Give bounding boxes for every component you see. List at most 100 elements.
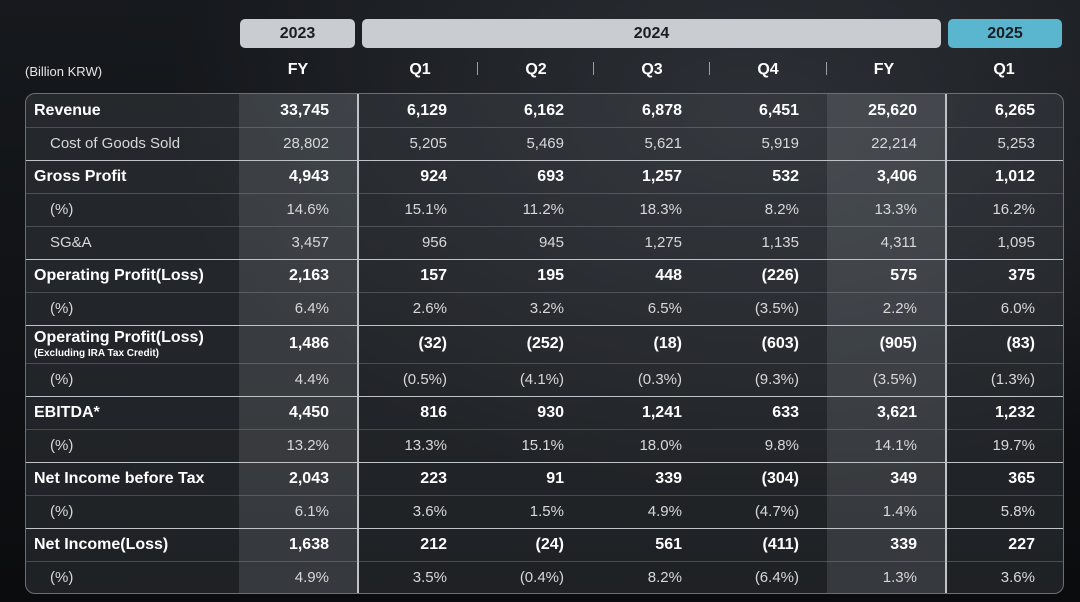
table-cell: (304) <box>761 469 799 487</box>
divider-2024-2025 <box>945 94 947 593</box>
row-label-text: (%) <box>50 300 74 317</box>
table-cell: 1,257 <box>641 167 682 185</box>
table-cell: 1,241 <box>641 403 682 421</box>
table-cell: 18.3% <box>639 201 682 218</box>
table-cell: 2,043 <box>288 469 329 487</box>
table-cell: 3,406 <box>876 167 917 185</box>
row-label-text: EBITDA* <box>34 403 100 421</box>
table-cell: 1,095 <box>997 234 1035 251</box>
table-cell: 9.8% <box>764 437 799 454</box>
row-divider <box>26 226 1063 227</box>
table-cell: 1,638 <box>288 535 329 553</box>
table-cell: (6.4%) <box>754 569 799 586</box>
table-cell: 6.5% <box>647 300 682 317</box>
row-divider <box>26 561 1063 562</box>
row-divider <box>26 325 1063 326</box>
table-cell: 4.9% <box>294 569 329 586</box>
table-row: (%) 4.4% (0.5%) (4.1%) (0.3%) (9.3%) (3.5%) (1.… <box>26 363 1063 396</box>
row-label: (%) <box>26 193 73 226</box>
row-label: Revenue <box>26 94 101 127</box>
table-cell: (0.3%) <box>637 371 682 388</box>
table-cell: 4,450 <box>288 403 329 421</box>
row-label-text: Cost of Goods Sold <box>50 135 181 152</box>
column-separator-tick <box>709 62 710 75</box>
table-cell: 1.4% <box>882 503 917 520</box>
table-row: (%) 13.2% 13.3% 15.1% 18.0% 9.8% 14.1% 19.7% <box>26 429 1063 462</box>
year-header-2025: 2025 <box>948 19 1062 48</box>
table-cell: 1,232 <box>994 403 1035 421</box>
table-cell: (3.5%) <box>754 300 799 317</box>
table-cell: 6,451 <box>758 101 799 119</box>
table-cell: 5,469 <box>526 135 564 152</box>
table-cell: 1,135 <box>761 234 799 251</box>
table-cell: 924 <box>420 167 447 185</box>
table-row: (%) 6.1% 3.6% 1.5% 4.9% (4.7%) 1.4% 5.8% <box>26 495 1063 528</box>
column-header: Q3 <box>641 61 663 78</box>
table-cell: 14.6% <box>286 201 329 218</box>
row-label-text: (%) <box>50 503 74 520</box>
table-cell: 1.5% <box>529 503 564 520</box>
row-label-text: (%) <box>50 437 74 454</box>
row-label-text: (%) <box>50 569 74 586</box>
table-cell: 365 <box>1008 469 1035 487</box>
table-cell: 693 <box>537 167 564 185</box>
table-cell: 6,162 <box>523 101 564 119</box>
row-label: (%) <box>26 363 73 396</box>
table-cell: 4.9% <box>647 503 682 520</box>
table-cell: 3.5% <box>412 569 447 586</box>
table-cell: 1,275 <box>644 234 682 251</box>
table-cell: 18.0% <box>639 437 682 454</box>
table-cell: 3,457 <box>291 234 329 251</box>
row-divider <box>26 259 1063 260</box>
table-cell: (9.3%) <box>754 371 799 388</box>
table-cell: 2.2% <box>882 300 917 317</box>
row-label-text: Operating Profit(Loss) <box>34 266 204 284</box>
table-cell: 1,012 <box>994 167 1035 185</box>
table-cell: 157 <box>420 266 447 284</box>
row-label-text: Net Income(Loss) <box>34 535 169 553</box>
table-row: Gross Profit 4,943 924 693 1,257 532 3,406 1,01… <box>26 160 1063 193</box>
column-header: Q1 <box>993 61 1015 78</box>
table-cell: 3.6% <box>1000 569 1035 586</box>
table-cell: 223 <box>420 469 447 487</box>
table-row: SG&A 3,457 956 945 1,275 1,135 4,311 1,095 <box>26 226 1063 259</box>
row-label: Net Income before Tax <box>26 462 204 495</box>
row-divider <box>26 396 1063 397</box>
table-cell: 816 <box>420 403 447 421</box>
row-divider <box>26 429 1063 430</box>
table-cell: 5,205 <box>409 135 447 152</box>
table-cell: 5.8% <box>1000 503 1035 520</box>
table-cell: 2,163 <box>288 266 329 284</box>
table-cell: (4.1%) <box>519 371 564 388</box>
table-row: Operating Profit(Loss) 2,163 157 195 448 (226… <box>26 259 1063 292</box>
row-divider <box>26 495 1063 496</box>
table-cell: 5,919 <box>761 135 799 152</box>
table-cell: 11.2% <box>522 201 564 218</box>
table-cell: 13.3% <box>874 201 917 218</box>
row-divider <box>26 292 1063 293</box>
table-cell: 25,620 <box>868 101 917 119</box>
row-label: Operating Profit(Loss) <box>26 259 204 292</box>
row-divider <box>26 193 1063 194</box>
table-cell: 3.2% <box>529 300 564 317</box>
row-label-note: (Excluding IRA Tax Credit) <box>34 348 160 359</box>
column-separator-tick <box>593 62 594 75</box>
row-label: Net Income(Loss) <box>26 528 168 561</box>
table-cell: 4,943 <box>288 167 329 185</box>
table-cell: 227 <box>1008 535 1035 553</box>
row-divider <box>26 363 1063 364</box>
row-divider <box>26 528 1063 529</box>
table-cell: 956 <box>421 234 447 251</box>
table-cell: (1.3%) <box>990 371 1035 388</box>
row-divider <box>26 462 1063 463</box>
unit-label: (Billion KRW) <box>25 64 103 79</box>
table-cell: 6.0% <box>1000 300 1035 317</box>
table-cell: (905) <box>879 335 917 352</box>
row-label: SG&A <box>26 226 92 259</box>
table-cell: (32) <box>418 335 447 352</box>
table-row: Revenue 33,745 6,129 6,162 6,878 6,451 25,620 6… <box>26 94 1063 127</box>
table-row: Net Income(Loss) 1,638 212 (24) 561 (411) 339 2… <box>26 528 1063 561</box>
column-separator-tick <box>477 62 478 75</box>
table-cell: 212 <box>420 535 447 553</box>
table-cell: 3,621 <box>876 403 917 421</box>
